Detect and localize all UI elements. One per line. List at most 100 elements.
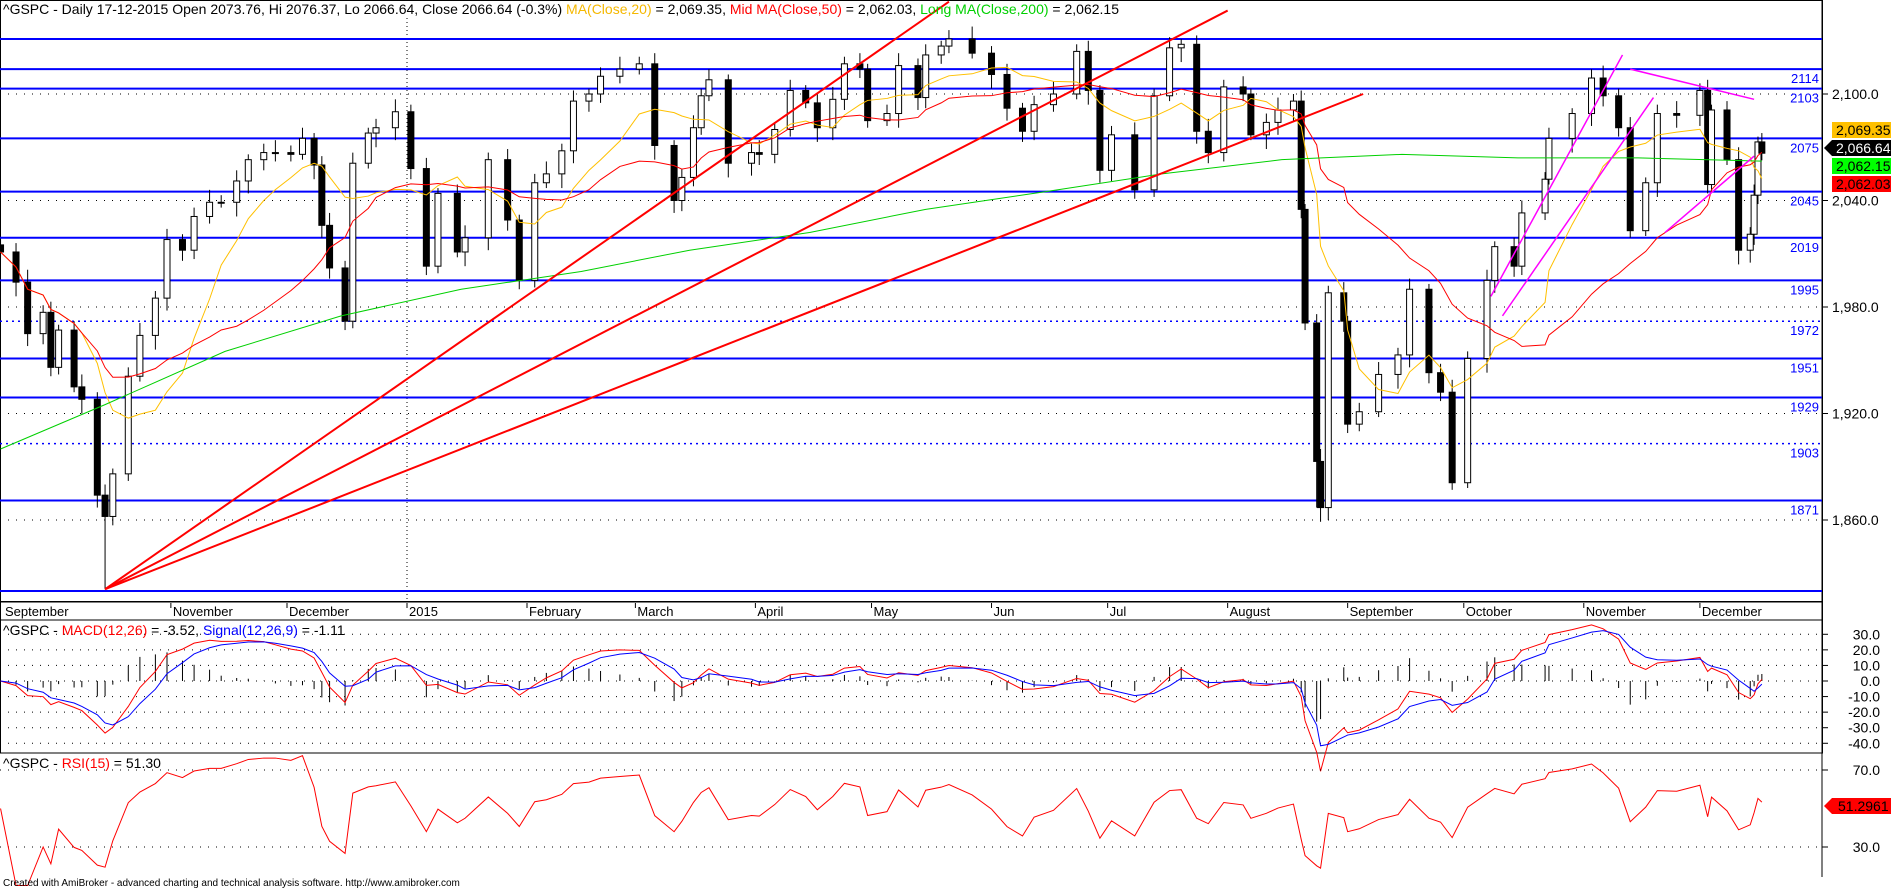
candle-body — [531, 182, 539, 281]
value-tag-text: 2,062.15 — [1836, 158, 1891, 174]
candle-body — [1317, 460, 1325, 509]
candle-body — [542, 173, 550, 184]
candle-body — [341, 267, 349, 322]
signal-value: = -1.11 — [297, 622, 345, 638]
candle-body — [1084, 50, 1092, 91]
month-label: May — [874, 604, 899, 619]
candle-body — [1204, 130, 1212, 154]
macd-prefix: ^GSPC - — [3, 622, 62, 638]
candle-body — [1030, 104, 1038, 132]
candle-body — [1483, 279, 1491, 359]
month-label: September — [1350, 604, 1414, 619]
macd-pane-header: ^GSPC - MACD(12,26) = -3.52, Signal(12,2… — [3, 622, 345, 638]
last-price-tag — [1824, 140, 1891, 156]
candle-body — [55, 329, 63, 368]
price-tick-label: 1,920.0 — [1832, 406, 1879, 422]
candle-body — [391, 111, 399, 129]
candle-body — [326, 224, 334, 269]
candle-body — [1437, 372, 1445, 393]
month-label: November — [173, 604, 234, 619]
month-label: October — [1466, 604, 1513, 619]
month-label: February — [529, 604, 582, 619]
candle-body — [635, 63, 643, 70]
candle-body — [461, 237, 469, 253]
level-label: 2019 — [1790, 240, 1819, 255]
level-label: 2114 — [1791, 71, 1819, 86]
candle-body — [1108, 134, 1116, 171]
candle-body — [1425, 288, 1433, 374]
candle-body — [1723, 109, 1731, 161]
candle-body — [1344, 320, 1352, 425]
candle-body — [1003, 73, 1011, 109]
rsi-tick-label: 70.0 — [1853, 762, 1880, 778]
candle-body — [937, 45, 945, 56]
level-label: 1995 — [1790, 282, 1819, 297]
candle-body — [206, 201, 214, 217]
candle-body — [802, 89, 810, 104]
rsi-value-tag-text: 51.2961 — [1838, 798, 1889, 814]
macd-label: MACD(12,26) — [61, 622, 148, 638]
ma20-label: MA(Close,20) — [566, 1, 652, 17]
candle-body — [1615, 95, 1623, 129]
candle-body — [1448, 391, 1456, 484]
channel-line — [1664, 155, 1755, 234]
candle-body — [109, 473, 117, 517]
candle-body — [101, 494, 109, 517]
macd-tick-label: -40.0 — [1848, 735, 1880, 751]
candle-body — [422, 168, 430, 267]
candle-body — [260, 152, 268, 161]
month-label: Jun — [994, 604, 1015, 619]
candle-body — [1301, 208, 1309, 324]
month-label: 2015 — [409, 604, 438, 619]
candle-body — [78, 386, 86, 400]
candle-body — [1746, 233, 1754, 251]
candle-body — [70, 329, 78, 388]
candle-body — [1220, 86, 1228, 154]
candle-body — [151, 297, 159, 336]
candle-body — [1131, 134, 1139, 191]
candle-body — [813, 102, 821, 129]
candle-body — [124, 375, 132, 475]
candle-body — [968, 38, 976, 54]
candle-body — [585, 93, 593, 102]
symbol-info: ^GSPC - Daily 17-12-2015 Open 2073.76, H… — [3, 1, 563, 17]
candle-body — [244, 159, 252, 182]
price-pane-frame — [0, 0, 1823, 602]
price-tick-label: 2,100.0 — [1832, 86, 1879, 102]
signal-line — [0, 630, 1763, 747]
value-tag-text: 2,066.64 — [1836, 140, 1891, 156]
candle-body — [1545, 137, 1553, 180]
candle-body — [453, 192, 461, 253]
candle-body — [1588, 77, 1596, 115]
rsi-line — [0, 755, 1763, 886]
signal-label: Signal(12,26,9) — [202, 622, 298, 638]
candle-body — [1750, 194, 1758, 235]
macd-value: = -3.52, — [147, 622, 203, 638]
candle-body — [945, 38, 953, 47]
rsi-tick-label: 30.0 — [1853, 839, 1880, 855]
candle-body — [670, 144, 678, 202]
candle-body — [1696, 89, 1704, 116]
candle-body — [705, 79, 713, 97]
rsi-pane-header: ^GSPC - RSI(15) = 51.30 — [3, 755, 161, 771]
candle-body — [840, 63, 848, 100]
candle-body — [1193, 43, 1201, 132]
candle-body — [1642, 182, 1650, 232]
candle-body — [1018, 107, 1026, 132]
ma50-label: Mid MA(Close,50) — [729, 1, 842, 17]
candle-body — [748, 152, 756, 164]
candle-body — [883, 113, 891, 122]
ma20-value: = 2,069.35, — [651, 1, 726, 17]
month-label: August — [1230, 604, 1271, 619]
candle-body — [1177, 43, 1185, 49]
ma-value-tag — [1832, 122, 1891, 138]
candle-body — [724, 79, 732, 164]
level-label: 1871 — [1790, 502, 1819, 517]
candle-body — [1375, 373, 1383, 413]
ma20-line — [0, 66, 1763, 419]
month-label: Jul — [1110, 604, 1127, 619]
candle-body — [1653, 113, 1661, 184]
value-tag-text: 2,069.35 — [1836, 122, 1891, 138]
candle-body — [1599, 77, 1607, 97]
